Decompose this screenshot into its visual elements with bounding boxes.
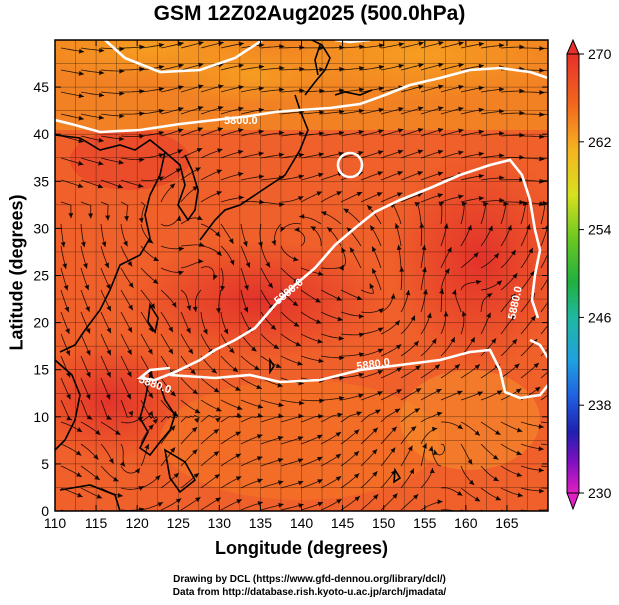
- x-tick-label: 120: [125, 515, 149, 531]
- contour-label: 5880.0: [356, 356, 391, 373]
- y-tick-label: 15: [33, 362, 49, 378]
- colorbar-tick-label: 270: [588, 46, 612, 62]
- colorbar-top-arrow: [566, 38, 580, 55]
- height-contours: [55, 40, 548, 400]
- credit-drawing: Drawing by DCL (https://www.gfd-dennou.o…: [173, 574, 446, 585]
- y-axis-label: Latitude (degrees): [6, 194, 27, 351]
- y-tick-label: 10: [33, 409, 49, 425]
- y-tick-label: 5: [41, 456, 49, 472]
- colorbar-tick-label: 246: [588, 309, 612, 325]
- x-tick-label: 160: [454, 515, 478, 531]
- x-tick-label: 145: [331, 515, 355, 531]
- figure-title: GSM 12Z02Aug2025 (500.0hPa): [153, 2, 466, 25]
- y-tick-label: 35: [33, 173, 49, 189]
- x-tick-label: 165: [495, 515, 519, 531]
- y-tick-label: 20: [33, 315, 49, 331]
- colorbar-tick-label: 254: [588, 222, 612, 238]
- contour-label: 5800.0: [224, 115, 258, 127]
- y-tick-label: 25: [33, 268, 49, 284]
- colorbar-ramp: [566, 53, 580, 494]
- colorbar: 270 262 254 246 238 230: [566, 38, 612, 511]
- y-tick-label: 45: [33, 79, 49, 95]
- y-tick-label: 30: [33, 220, 49, 236]
- x-axis-label: Longitude (degrees): [214, 538, 388, 558]
- colorbar-bottom-arrow: [566, 492, 580, 511]
- x-tick-label: 125: [167, 515, 191, 531]
- credit-data: Data from http://database.rish.kyoto-u.a…: [172, 587, 447, 598]
- x-tick-label: 130: [208, 515, 232, 531]
- colorbar-tick-label: 238: [588, 397, 612, 413]
- coastlines: [55, 40, 402, 511]
- x-tick-label: 115: [85, 515, 108, 531]
- axis-ticks: 110 115 120 125 130 135 140 145 150 155 160 165 0 5 10…: [33, 40, 548, 531]
- colorbar-tick-label: 230: [588, 485, 612, 501]
- y-tick-label: 40: [33, 126, 49, 142]
- lat-lon-grid: [54, 39, 549, 512]
- x-tick-label: 155: [413, 515, 437, 531]
- x-tick-label: 110: [44, 515, 67, 531]
- wind-streamlines: [60, 40, 548, 511]
- x-tick-label: 135: [249, 515, 273, 531]
- colorbar-tick-label: 262: [588, 134, 612, 150]
- x-tick-label: 140: [290, 515, 314, 531]
- x-tick-label: 150: [372, 515, 396, 531]
- y-tick-label: 0: [41, 503, 49, 519]
